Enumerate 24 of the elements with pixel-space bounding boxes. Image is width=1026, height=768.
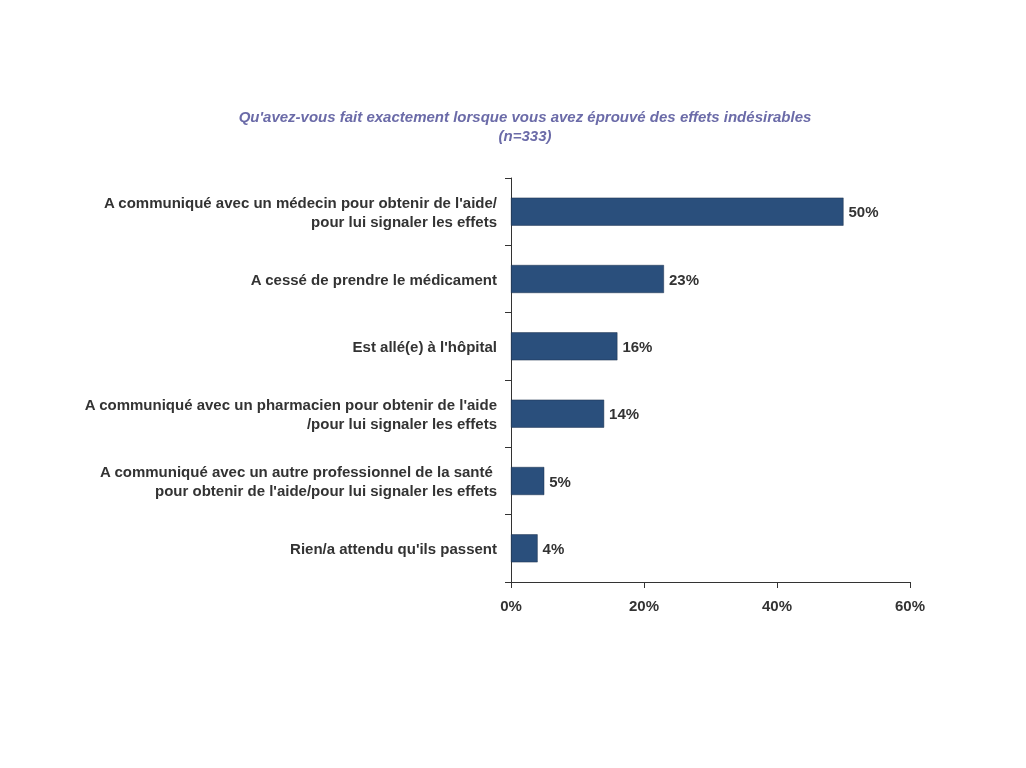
x-tick-label: 0% (500, 597, 522, 614)
data-label: 50% (848, 203, 879, 221)
bar (511, 534, 538, 563)
data-label: 4% (542, 539, 565, 557)
y-tick-label: A communiqué avec un pharmacien pour obtenir de l'aide/pour lui signaler les effets (84, 395, 497, 432)
x-tick-label: 20% (628, 597, 660, 614)
bar (511, 467, 545, 495)
chart-title: Qu'avez-vous fait exactement lorsque vous avez éprouvé des effets indésirables (238, 108, 812, 125)
data-label: 16% (622, 337, 653, 355)
y-tick-label: Est allé(e) à l'hôpital (352, 337, 497, 355)
y-tick-label: Rien/a attendu qu'ils passent (290, 539, 497, 557)
x-tick-label: 60% (894, 597, 926, 614)
data-label: 14% (609, 405, 640, 423)
bar (511, 399, 605, 428)
x-tick-label: 40% (761, 597, 793, 614)
bar (511, 332, 618, 361)
chart-subtitle: (n=333) (498, 127, 552, 144)
bar (511, 265, 664, 293)
y-tick-label: A communiqué avec un autre professionnel de la santé pour obtenir de l'aide/pour lui signaler les effets (99, 463, 497, 499)
bar (511, 197, 844, 226)
data-label: 23% (668, 270, 699, 288)
y-tick-label: A communiqué avec un médecin pour obtenir de l'aide/pour lui signaler les effets (103, 193, 498, 230)
data-label: 5% (549, 472, 571, 490)
y-tick-label: A cessé de prendre le médicament (250, 270, 497, 288)
